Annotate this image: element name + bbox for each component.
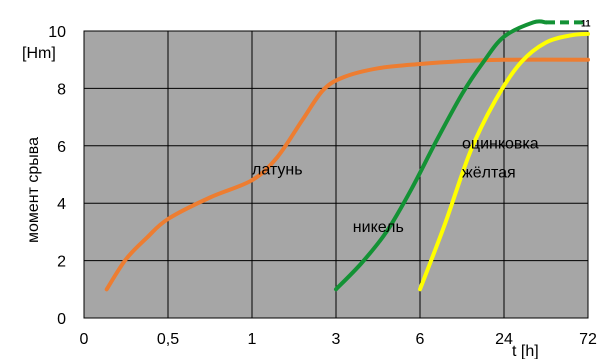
x-axis-label: t [h]: [512, 343, 539, 359]
x-tick-label: 0,5: [157, 331, 179, 348]
annotation-label: оцинковка: [462, 136, 539, 153]
x-tick-labels: 0 0,5 1 3 6 24 72: [80, 331, 597, 348]
y-tick-label: 10: [48, 24, 66, 41]
x-tick-label: 6: [416, 331, 425, 348]
plot-border: [83, 30, 589, 319]
annotations: латунь никель оцинковка жёлтая 11: [252, 18, 591, 236]
y-axis-unit: [Hm]: [22, 45, 56, 62]
series-line: [104, 57, 590, 292]
annotation-label: жёлтая: [462, 164, 516, 181]
y-tick-labels: 0 2 4 6 8 10: [48, 24, 66, 328]
y-tick-label: 6: [57, 139, 66, 156]
series-line: [334, 19, 548, 292]
y-tick-label: 8: [57, 81, 66, 98]
y-tick-label: 0: [57, 311, 66, 328]
y-tick-label: 4: [57, 196, 66, 213]
annotation-label: 11: [581, 18, 591, 28]
y-tick-label: 2: [57, 254, 66, 271]
x-tick-label: 0: [80, 331, 89, 348]
x-tick-label: 1: [248, 331, 257, 348]
annotation-label: латунь: [252, 162, 303, 179]
series-lines: [104, 19, 590, 292]
y-axis-label: момент срыва: [25, 137, 42, 243]
annotation-label: никель: [353, 219, 404, 236]
x-tick-label: 24: [495, 331, 513, 348]
x-tick-label: 72: [579, 331, 597, 348]
x-tick-label: 3: [332, 331, 341, 348]
series-line: [418, 31, 590, 292]
